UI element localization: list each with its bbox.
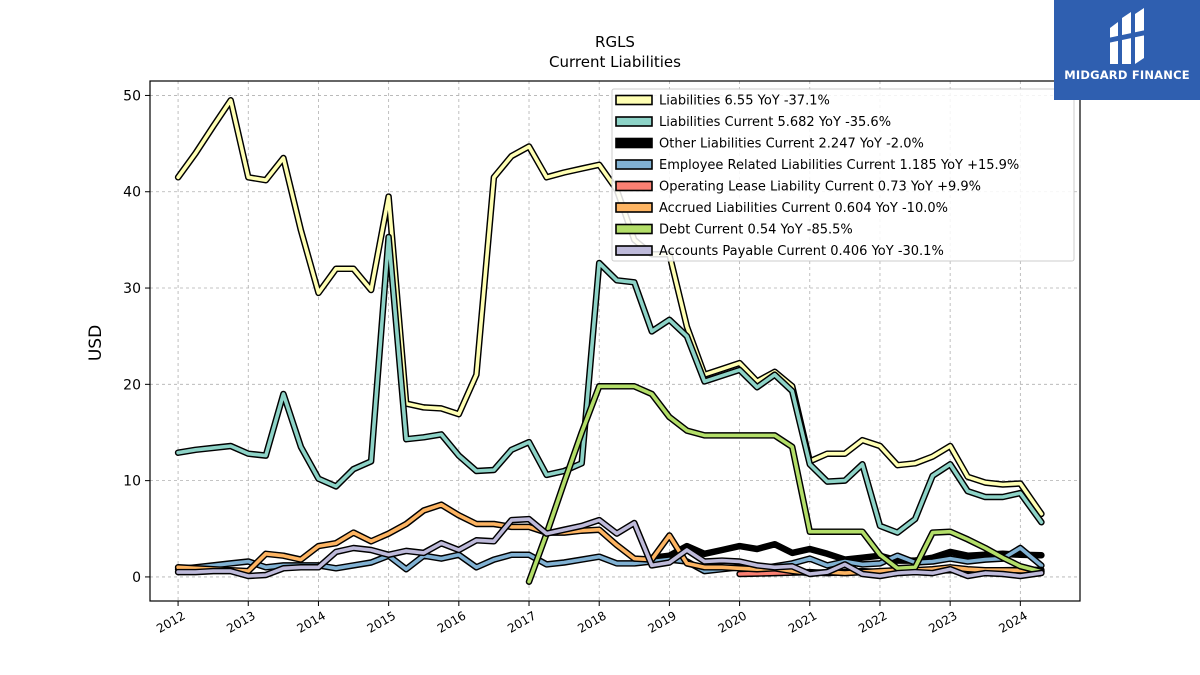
legend-label: Operating Lease Liability Current 0.73 Y… bbox=[659, 180, 981, 195]
y-tick-label: 10 bbox=[123, 474, 141, 490]
legend-item: Other Liabilities Current 2.247 YoY -2.0… bbox=[615, 137, 924, 152]
series-line bbox=[176, 98, 1044, 516]
legend-swatch bbox=[615, 94, 653, 106]
x-tick-label: 2019 bbox=[645, 608, 678, 635]
legend-box bbox=[611, 88, 1075, 262]
legend-item: Debt Current 0.54 YoY -85.5% bbox=[615, 223, 853, 238]
legend-label: Accrued Liabilities Current 0.604 YoY -1… bbox=[659, 201, 948, 216]
series-debt-current bbox=[525, 383, 1045, 585]
y-axis-label: USD bbox=[86, 325, 106, 361]
x-tick-label: 2022 bbox=[856, 608, 889, 635]
x-tick-label: 2023 bbox=[926, 608, 959, 635]
x-tick-label: 2020 bbox=[716, 608, 749, 635]
legend-label: Accounts Payable Current 0.406 YoY -30.1… bbox=[659, 244, 944, 259]
legend-swatch bbox=[615, 245, 653, 256]
legend-swatch bbox=[615, 159, 653, 170]
legend-swatch bbox=[615, 116, 653, 127]
series-layer bbox=[174, 97, 1045, 585]
brand-name: MIDGARD FINANCE bbox=[1064, 68, 1190, 82]
legend: Liabilities 6.55 YoY -37.1% Liabilities C… bbox=[611, 88, 1075, 262]
y-tick-label: 20 bbox=[123, 377, 141, 393]
chart-subtitle: Current Liabilities bbox=[549, 53, 681, 71]
y-tick-label: 30 bbox=[123, 281, 141, 297]
legend-swatch bbox=[615, 180, 653, 192]
chart-title: RGLS bbox=[595, 33, 635, 51]
legend-item: Accounts Payable Current 0.406 YoY -30.1… bbox=[615, 244, 944, 259]
legend-label: Liabilities Current 5.682 YoY -35.6% bbox=[659, 115, 891, 130]
x-tick-label: 2012 bbox=[154, 608, 187, 635]
y-tick-label: 50 bbox=[123, 88, 141, 104]
series-line bbox=[176, 517, 1044, 578]
legend-label: Debt Current 0.54 YoY -85.5% bbox=[659, 223, 853, 238]
legend-swatch bbox=[615, 202, 653, 213]
series-accounts-payable-current bbox=[174, 515, 1045, 580]
x-tick-label: 2015 bbox=[365, 608, 398, 635]
series-line bbox=[527, 384, 1044, 584]
legend-item: Liabilities 6.55 YoY -37.1% bbox=[615, 94, 830, 109]
legend-label: Other Liabilities Current 2.247 YoY -2.0… bbox=[659, 137, 924, 152]
plot-frame bbox=[149, 80, 1081, 602]
legend-item: Accrued Liabilities Current 0.604 YoY -1… bbox=[615, 201, 948, 216]
legend-item: Liabilities Current 5.682 YoY -35.6% bbox=[615, 115, 891, 130]
legend-item: Employee Related Liabilities Current 1.1… bbox=[615, 158, 1019, 173]
series-liabilities-current bbox=[174, 233, 1045, 536]
y-tick-label: 0 bbox=[132, 570, 141, 586]
legend-swatch bbox=[615, 223, 653, 235]
x-tick-label: 2018 bbox=[575, 608, 608, 635]
y-tick-label: 40 bbox=[123, 185, 141, 201]
legend-swatch bbox=[615, 137, 653, 149]
x-tick-label: 2016 bbox=[435, 608, 468, 635]
x-tick-label: 2021 bbox=[786, 608, 819, 635]
legend-label: Employee Related Liabilities Current 1.1… bbox=[659, 158, 1019, 173]
series-line bbox=[176, 235, 1044, 535]
x-tick-label: 2017 bbox=[505, 608, 538, 635]
brand-logo: MIDGARD FINANCE bbox=[1054, 0, 1200, 100]
x-tick-label: 2024 bbox=[996, 608, 1029, 635]
brand-mark-icon bbox=[1108, 8, 1146, 64]
legend-item: Operating Lease Liability Current 0.73 Y… bbox=[615, 180, 981, 195]
series-liabilities bbox=[174, 97, 1045, 518]
x-tick-label: 2014 bbox=[294, 608, 327, 635]
x-tick-label: 2013 bbox=[224, 608, 257, 635]
legend-label: Liabilities 6.55 YoY -37.1% bbox=[659, 94, 830, 109]
